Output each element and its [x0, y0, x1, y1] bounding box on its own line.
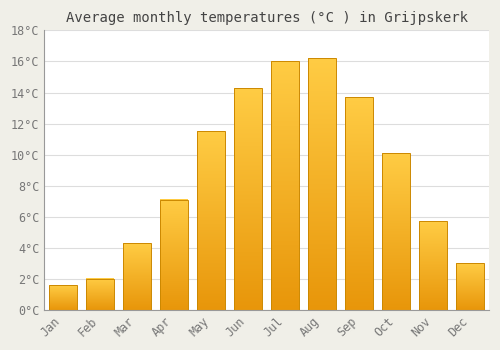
Bar [160, 199, 188, 310]
Bar [308, 58, 336, 310]
Bar [382, 153, 410, 310]
Bar [86, 279, 114, 310]
Bar [197, 131, 225, 310]
Bar [234, 88, 262, 310]
Bar [49, 285, 77, 310]
Bar [420, 221, 447, 310]
Bar [123, 243, 151, 310]
Bar [346, 97, 373, 310]
Bar [456, 263, 484, 310]
Title: Average monthly temperatures (°C ) in Grijpskerk: Average monthly temperatures (°C ) in Gr… [66, 11, 468, 25]
Bar [272, 62, 299, 310]
